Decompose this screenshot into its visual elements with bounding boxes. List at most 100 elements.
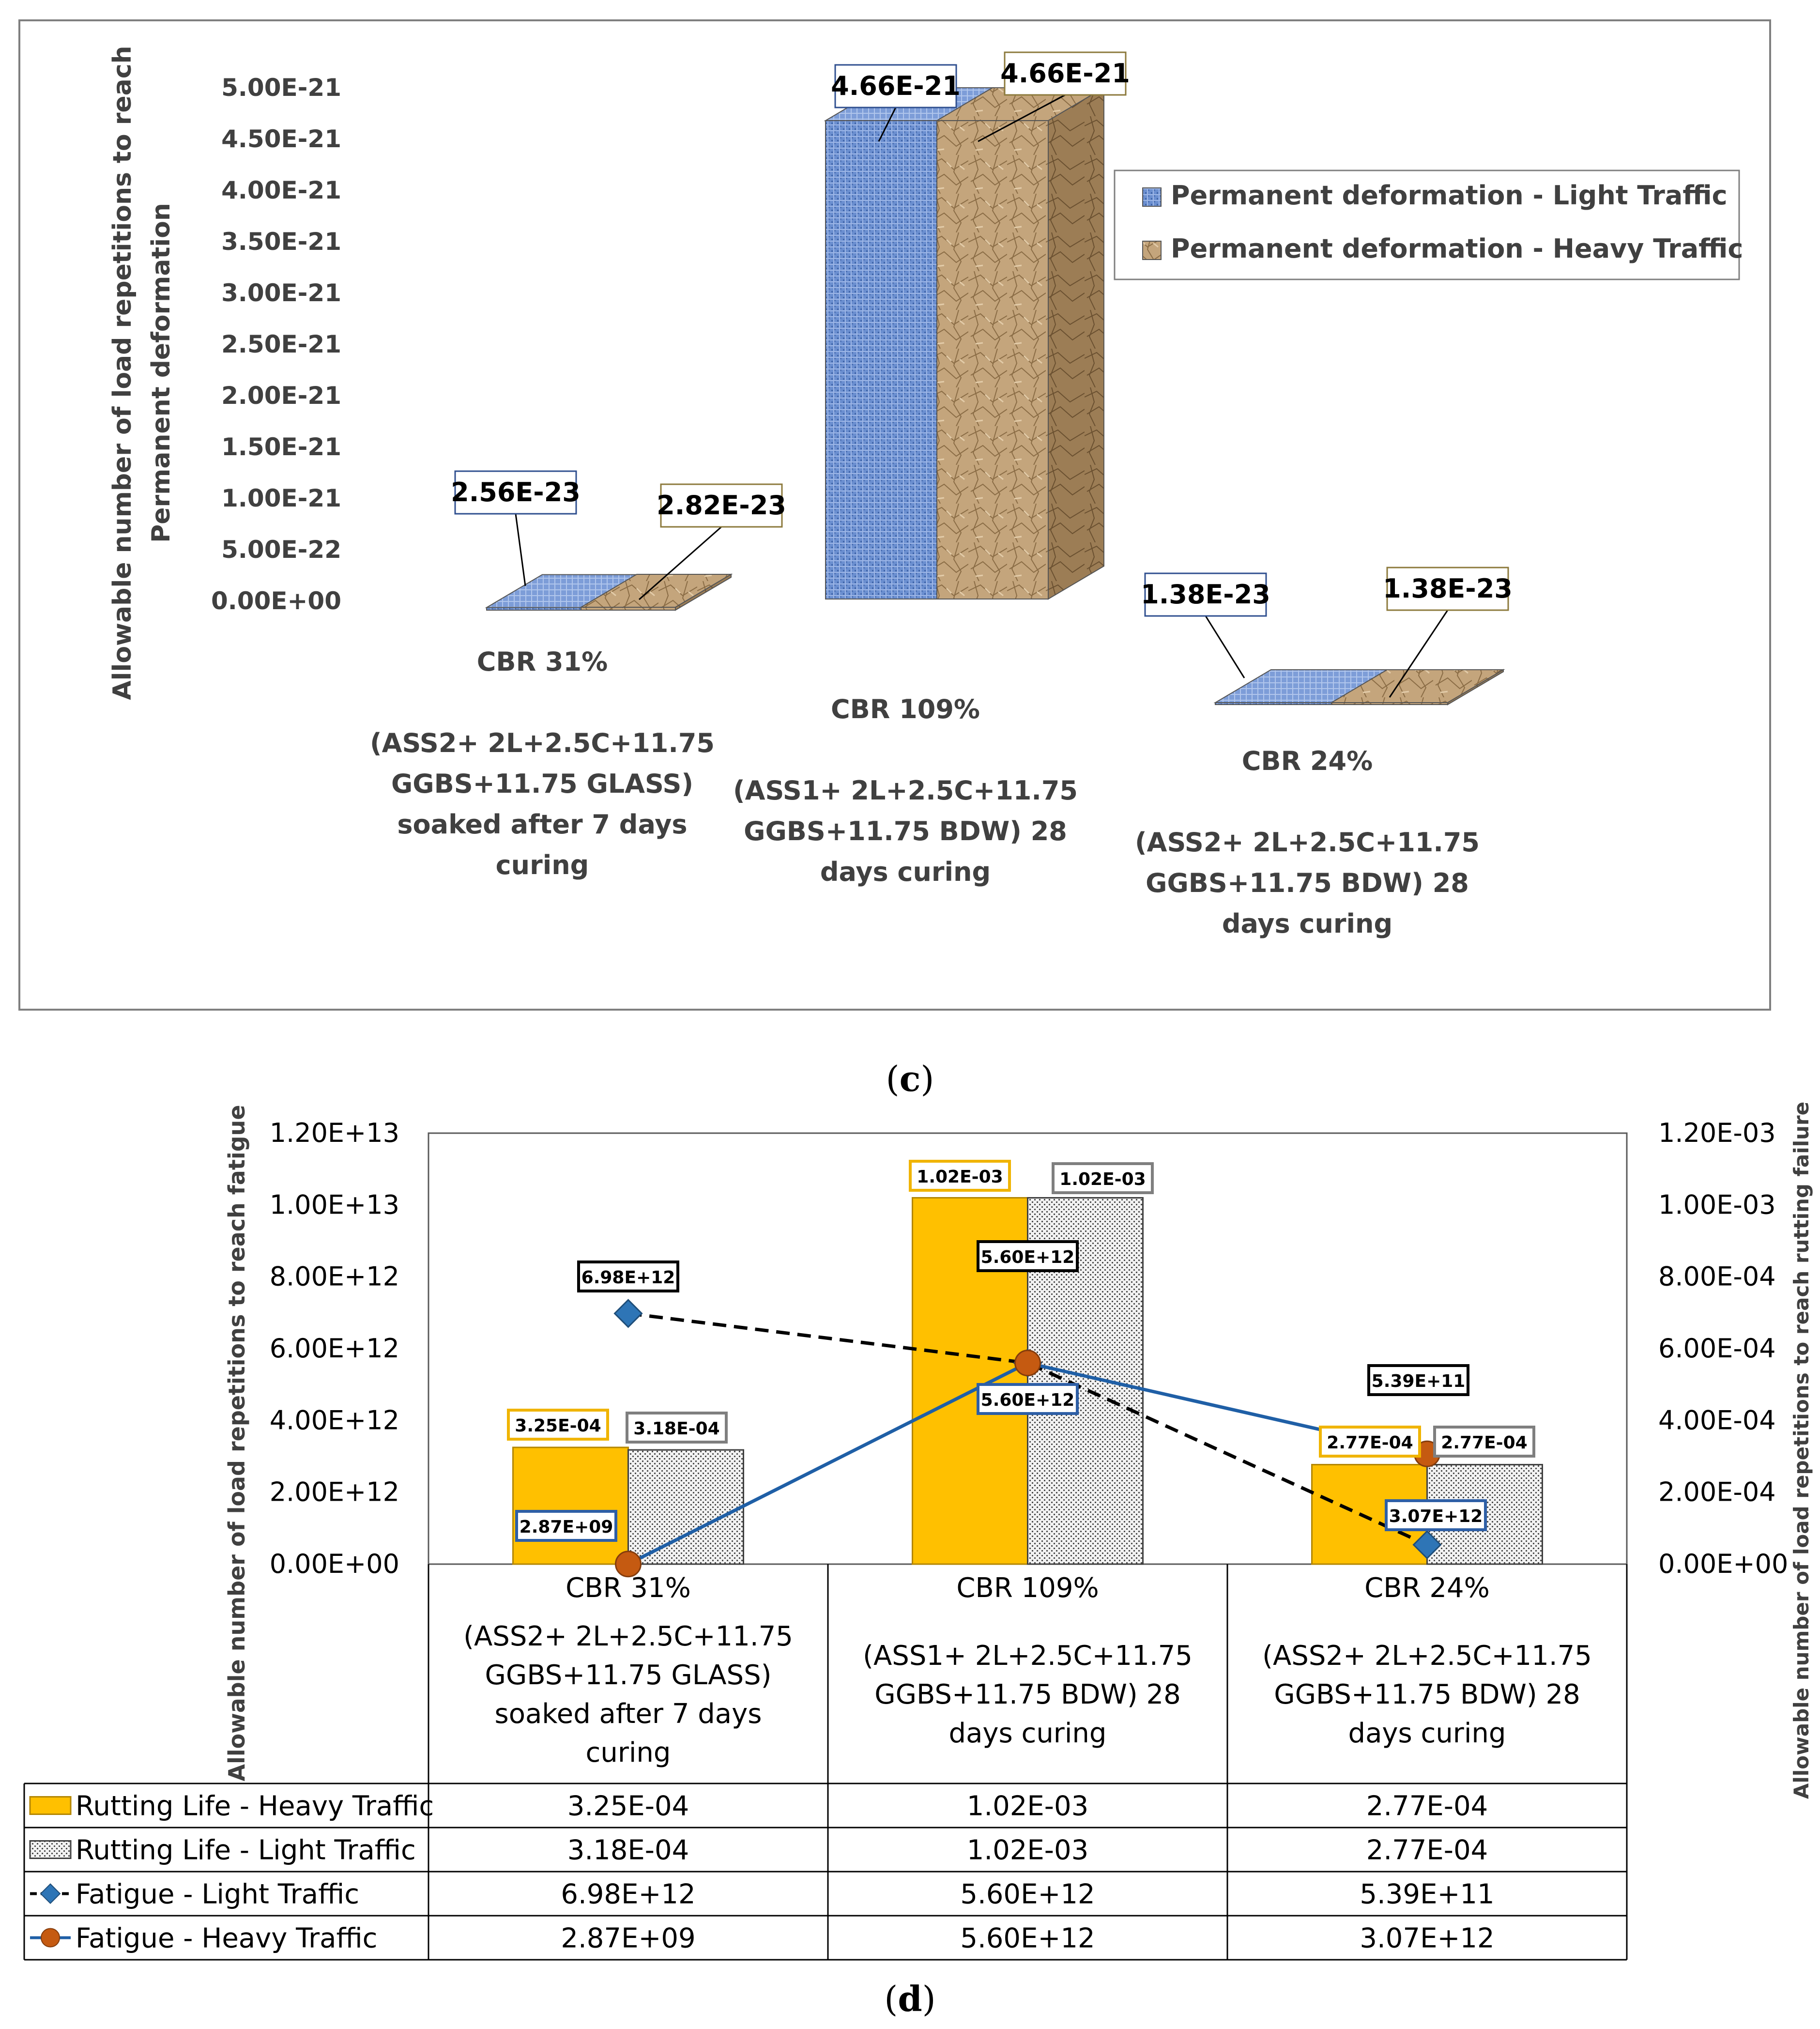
- y-tick-label: 4.50E-21: [221, 125, 341, 153]
- y-tick-label: 3.50E-21: [221, 228, 341, 256]
- data-label-c-light-2: 1.38E-23: [1141, 579, 1270, 610]
- y-tick-label: 2.50E-21: [221, 330, 341, 358]
- data-label-box: [1386, 567, 1509, 611]
- bar-c-light-0: [486, 607, 581, 611]
- data-label-c-light-1: 4.66E-21: [831, 71, 961, 101]
- data-label-d-fatigue-light-1: 5.60E+12: [981, 1247, 1075, 1267]
- data-label-box: [834, 64, 957, 108]
- table-cell-0-0: 3.25E-04: [567, 1791, 689, 1822]
- data-label-d-fatigue-light-2: 5.39E+11: [1372, 1371, 1466, 1391]
- y-tick-label: 8.00E+12: [270, 1261, 399, 1292]
- category-label-line: soaked after 7 days: [495, 1698, 762, 1730]
- category-label-line: [538, 687, 547, 718]
- data-label-box: [977, 1240, 1079, 1272]
- y2-tick-label: 2.00E-04: [1658, 1477, 1776, 1507]
- chart-c-y-axis-title: Allowable number of load repetitions to …: [108, 46, 176, 700]
- data-label-c-heavy-2: 1.38E-23: [1383, 573, 1513, 604]
- fatigue-light-line: [628, 1311, 1428, 1547]
- table-key-0: [29, 1796, 72, 1815]
- category-label-line: [901, 735, 910, 765]
- category-label-line: GGBS+11.75 BDW) 28: [1146, 868, 1469, 898]
- y2-tick-label: 1.00E-03: [1658, 1189, 1776, 1220]
- chart-c-legend: [1114, 169, 1740, 280]
- bar-c-light-2: [1215, 702, 1332, 705]
- bar-c-heavy-side-0: [675, 573, 732, 611]
- table-cell-2-2: 5.39E+11: [1360, 1879, 1494, 1910]
- y-tick-label: 6.00E+12: [270, 1333, 399, 1364]
- table-cell-0-2: 2.77E-04: [1366, 1791, 1488, 1822]
- fatigue-light-marker-0: [613, 1299, 643, 1328]
- bar-c-heavy-0: [581, 607, 676, 611]
- category-label-line: (ASS2+ 2L+2.5C+11.75: [370, 728, 715, 758]
- y-tick-label: 2.00E+12: [270, 1477, 399, 1507]
- table-cell-1-2: 2.77E-04: [1366, 1835, 1488, 1866]
- table-key-1: [29, 1840, 72, 1859]
- fatigue-heavy-marker-0: [615, 1551, 642, 1578]
- y-tick-label: 1.20E+13: [270, 1118, 399, 1148]
- data-label-c-light-0: 2.56E-23: [451, 477, 581, 507]
- y-tick-label: 5.00E-22: [221, 536, 341, 564]
- y-axis-title-line: Permanent deformation: [147, 203, 176, 543]
- category-label-line: curing: [586, 1737, 671, 1768]
- category-label-line: CBR 109%: [831, 694, 980, 724]
- chart-d: Allowable number of load repetitions to …: [23, 1102, 1813, 1961]
- data-label-leader: [1205, 615, 1245, 678]
- category-label-d-0: CBR 31% (ASS2+ 2L+2.5C+11.75 GGBS+11.75 GL…: [463, 1572, 793, 1768]
- data-label-box: [515, 1510, 617, 1542]
- data-label-d-rutting-heavy-2: 2.77E-04: [1327, 1433, 1413, 1453]
- category-label-d-1: CBR 109% (ASS1+ 2L+2.5C+11.75 GGBS+11.75 B…: [863, 1572, 1193, 1749]
- y-tick-label: 0.00E+00: [211, 587, 341, 615]
- data-label-box: [1433, 1426, 1535, 1458]
- category-label-line: GGBS+11.75 GLASS): [391, 769, 693, 799]
- data-label-box: [977, 1383, 1079, 1415]
- category-label-line: GGBS+11.75 BDW) 28: [874, 1679, 1181, 1710]
- data-label-d-fatigue-heavy-2: 3.07E+12: [1389, 1506, 1483, 1526]
- bar-c-heavy-1: [936, 120, 1049, 599]
- category-label-line: (ASS2+ 2L+2.5C+11.75: [463, 1621, 793, 1652]
- data-label-leader: [978, 94, 1066, 142]
- table-series-name-2: Fatigue - Light Traffic: [76, 1879, 359, 1910]
- chart-d-y-axis-title: Allowable number of load repetitions to …: [224, 1105, 250, 1782]
- data-label-leader: [878, 107, 897, 142]
- legend-c-swatch-0: [1142, 187, 1162, 207]
- data-label-d-fatigue-heavy-1: 5.60E+12: [981, 1390, 1075, 1410]
- y-tick-label: 0.00E+00: [270, 1549, 399, 1579]
- category-label-line: CBR 24%: [1242, 746, 1373, 776]
- legend-c-label-0: Permanent deformation - Light Traffic: [1171, 180, 1728, 211]
- category-label-line: (ASS2+ 2L+2.5C+11.75: [1262, 1640, 1592, 1672]
- chart-c: Allowable number of load repetitions to …: [18, 19, 1771, 1011]
- data-label-box: [1367, 1364, 1469, 1396]
- table-cell-2-0: 6.98E+12: [561, 1879, 695, 1910]
- data-label-box: [626, 1412, 728, 1444]
- table-series-name-0: Rutting Life - Heavy Traffic: [76, 1791, 434, 1822]
- table-cell-3-0: 2.87E+09: [561, 1923, 695, 1954]
- bar-c-heavy-side-2: [1447, 669, 1504, 706]
- chart-d-y2-axis-title: Allowable number of load repetitions to …: [1789, 1102, 1813, 1799]
- y-tick-label: 3.00E-21: [221, 279, 341, 307]
- table-key-marker-2: [40, 1883, 61, 1904]
- category-label-line: days curing: [949, 1718, 1107, 1749]
- data-label-box: [577, 1260, 679, 1292]
- y2-tick-label: 6.00E-04: [1658, 1333, 1776, 1364]
- bar-c-light-1: [825, 120, 937, 599]
- category-label-line: days curing: [1222, 908, 1392, 939]
- bar-d-rutting-light-0: [627, 1449, 744, 1565]
- table-cell-2-1: 5.60E+12: [960, 1879, 1095, 1910]
- data-label-box: [1052, 1162, 1154, 1194]
- caption-d: (d): [884, 1978, 936, 2019]
- category-label-c-0: CBR 31% (ASS2+ 2L+2.5C+11.75 GGBS+11.75 G…: [370, 646, 715, 880]
- data-label-box: [1144, 572, 1267, 617]
- y2-tick-label: 1.20E-03: [1658, 1118, 1776, 1148]
- data-label-d-rutting-light-0: 3.18E-04: [633, 1419, 719, 1439]
- category-label-line: days curing: [820, 857, 991, 887]
- table-cell-3-2: 3.07E+12: [1360, 1923, 1494, 1954]
- y-tick-label: 5.00E-21: [221, 74, 341, 102]
- table-key-marker-3: [41, 1928, 60, 1948]
- data-label-d-fatigue-light-0: 6.98E+12: [581, 1268, 675, 1288]
- category-label-line: GGBS+11.75 GLASS): [485, 1660, 772, 1691]
- data-label-box: [660, 483, 783, 528]
- y-axis-title-line: Allowable number of load repetitions to …: [108, 46, 137, 700]
- data-label-d-rutting-heavy-0: 3.25E-04: [515, 1416, 601, 1436]
- table-cell-1-1: 1.02E-03: [967, 1835, 1089, 1866]
